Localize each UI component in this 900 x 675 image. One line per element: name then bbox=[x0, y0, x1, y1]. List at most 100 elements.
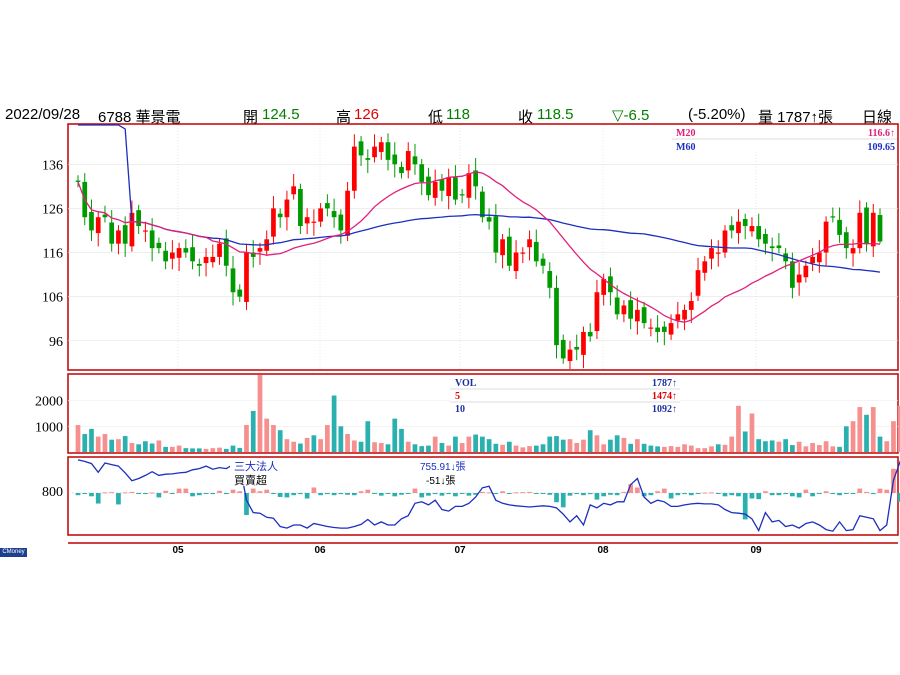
inst-bar bbox=[843, 493, 849, 494]
volume-bar bbox=[587, 430, 593, 452]
cmoney-badge: CMoney bbox=[0, 548, 27, 557]
volume-bar bbox=[581, 439, 586, 452]
candle-body bbox=[722, 230, 728, 253]
quote-date: 2022/09/28 bbox=[5, 106, 81, 123]
inst-bar bbox=[682, 493, 687, 495]
volume-bar bbox=[372, 442, 377, 452]
inst-bar bbox=[385, 493, 391, 494]
volume-bar bbox=[864, 414, 869, 452]
volume-bar bbox=[655, 446, 660, 452]
volume-bar bbox=[385, 444, 391, 452]
inst-bar bbox=[75, 493, 81, 496]
volume-bar bbox=[459, 443, 465, 452]
candle-body bbox=[601, 278, 607, 295]
candle-body bbox=[655, 327, 660, 332]
candle-body bbox=[405, 151, 411, 171]
change-percent: (-5.20%) bbox=[688, 106, 746, 123]
volume-bar bbox=[446, 445, 452, 452]
candle-body bbox=[823, 221, 829, 253]
volume-bar bbox=[217, 447, 222, 452]
candle-body bbox=[520, 252, 526, 254]
volume-bar bbox=[695, 448, 701, 452]
inst-bar bbox=[89, 493, 94, 497]
candle-body bbox=[183, 248, 189, 253]
candle-body bbox=[217, 243, 222, 257]
volume-bar bbox=[756, 439, 762, 452]
candle-body bbox=[196, 263, 202, 266]
volume-bar bbox=[850, 421, 856, 452]
inst-bar bbox=[291, 493, 297, 496]
vol-legend-label: VOL bbox=[455, 378, 477, 389]
price-tick-label: 96 bbox=[49, 335, 63, 350]
candle-body bbox=[635, 309, 640, 322]
inst-bar bbox=[486, 492, 492, 494]
candle-body bbox=[769, 246, 775, 249]
candle-body bbox=[122, 225, 128, 244]
inst-bar bbox=[702, 492, 708, 494]
candle-body bbox=[136, 210, 142, 227]
candle-body bbox=[547, 271, 553, 288]
volume-bar bbox=[729, 436, 735, 452]
candle-body bbox=[877, 215, 883, 242]
candle-body bbox=[419, 164, 425, 182]
inst-day-value: -51↓張 bbox=[426, 475, 455, 487]
inst-bar bbox=[614, 493, 620, 496]
institutional-cumulative-line bbox=[77, 459, 900, 533]
volume-bar bbox=[897, 405, 900, 452]
volume-bar bbox=[486, 439, 492, 452]
volume-bar bbox=[271, 425, 276, 452]
candle-body bbox=[668, 323, 674, 335]
open-value: 124.5 bbox=[262, 106, 300, 123]
volume-bar bbox=[405, 441, 411, 452]
volume-bar bbox=[230, 445, 236, 452]
volume-bar bbox=[513, 445, 519, 452]
volume-bar bbox=[338, 426, 344, 452]
close-label: 收 bbox=[518, 109, 534, 126]
inst-bar bbox=[560, 493, 566, 508]
inst-bar bbox=[109, 492, 115, 494]
low-value: 118 bbox=[446, 106, 470, 123]
volume-tick-label: 2000 bbox=[35, 395, 63, 410]
period-label: 日線 bbox=[862, 109, 893, 126]
volume-bar bbox=[304, 437, 310, 452]
candle-body bbox=[695, 270, 701, 296]
candle-body bbox=[372, 146, 377, 158]
inst-bar bbox=[520, 492, 526, 494]
volume-bar bbox=[318, 439, 323, 452]
candle-body bbox=[810, 256, 815, 264]
volume-bar bbox=[500, 444, 505, 452]
candle-body bbox=[271, 208, 276, 237]
volume-bar bbox=[621, 437, 627, 452]
candle-body bbox=[102, 214, 108, 218]
volume-bar bbox=[203, 448, 209, 452]
inst-legend-box bbox=[230, 459, 290, 486]
volume-bar bbox=[163, 446, 168, 452]
ma60-legend-label: M60 bbox=[676, 142, 695, 153]
volume-bar bbox=[803, 446, 809, 452]
candle-body bbox=[210, 256, 216, 263]
volume-bar bbox=[715, 444, 721, 452]
y-tick-labels: 96 106 116 126 136 1000 2000 800 bbox=[35, 158, 63, 500]
inst-bar bbox=[837, 493, 842, 496]
inst-bar bbox=[405, 493, 411, 494]
volume-bar bbox=[661, 446, 667, 452]
inst-bar bbox=[311, 487, 317, 493]
inst-bar bbox=[608, 493, 613, 495]
ma60-line bbox=[78, 124, 881, 273]
volume-bar bbox=[264, 418, 270, 452]
inst-bar bbox=[284, 493, 290, 498]
close-value: 118.5 bbox=[537, 106, 574, 123]
inst-bar bbox=[210, 493, 216, 495]
volume-bar bbox=[473, 434, 478, 452]
inst-bar bbox=[331, 493, 337, 496]
candle-body bbox=[412, 156, 418, 165]
candle-body bbox=[149, 230, 155, 249]
candle-body bbox=[453, 177, 458, 200]
candle-body bbox=[870, 212, 876, 247]
volume-bar bbox=[116, 439, 121, 452]
candle-body bbox=[473, 170, 478, 187]
inst-bar bbox=[857, 488, 863, 493]
candle-body bbox=[109, 222, 115, 244]
volume-bar bbox=[560, 439, 566, 452]
volume-bar bbox=[783, 439, 789, 452]
